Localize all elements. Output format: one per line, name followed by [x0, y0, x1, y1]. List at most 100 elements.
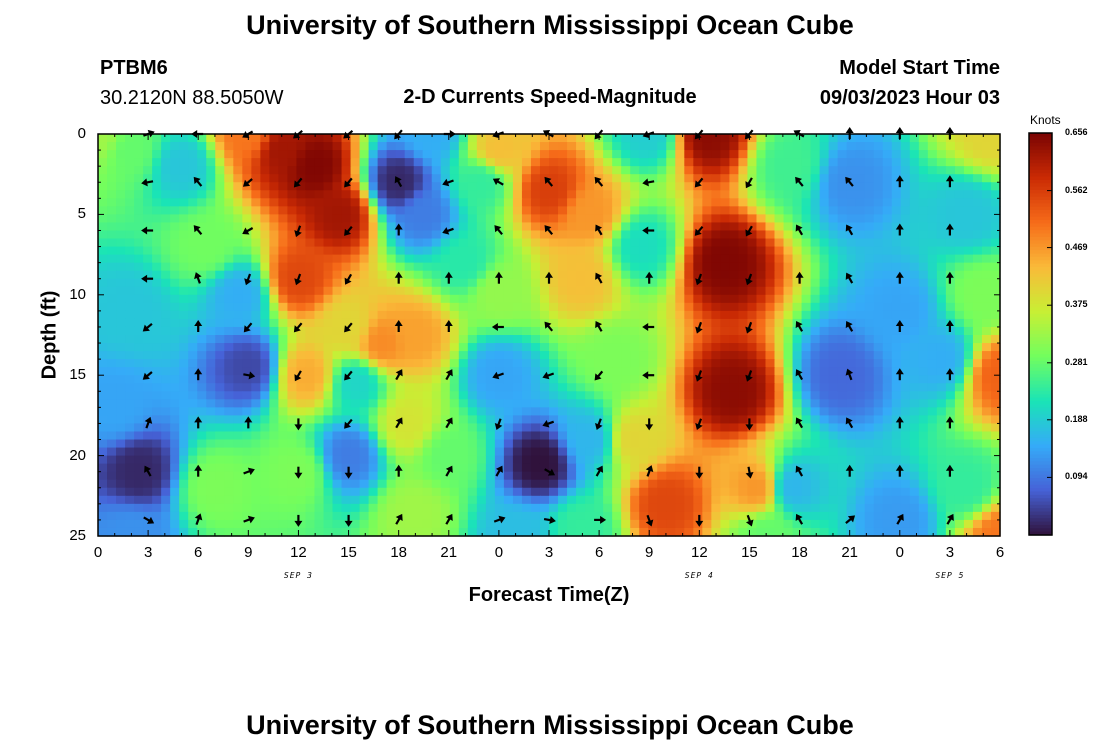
heatmap-cell: [395, 359, 406, 368]
heatmap-cell: [657, 294, 667, 304]
heatmap-cell: [251, 471, 261, 481]
heatmap-cell: [206, 270, 216, 280]
heatmap-cell: [512, 174, 523, 183]
heatmap-cell: [233, 246, 243, 256]
heatmap-cell: [188, 230, 198, 240]
heatmap-cell: [386, 415, 397, 425]
heatmap-cell: [152, 471, 162, 481]
heatmap-cell: [134, 383, 144, 392]
heatmap-cell: [395, 455, 406, 465]
heatmap-cell: [549, 270, 559, 280]
heatmap-cell: [521, 407, 532, 416]
heatmap-cell: [792, 431, 803, 441]
heatmap-cell: [963, 278, 974, 288]
heatmap-cell: [404, 391, 415, 400]
heatmap-cell: [792, 190, 803, 199]
heatmap-cell: [810, 238, 821, 248]
heatmap-cell: [188, 318, 198, 328]
heatmap-cell: [963, 286, 974, 296]
heatmap-cell: [386, 407, 397, 416]
heatmap-cell: [693, 343, 703, 352]
heatmap-cell: [855, 383, 866, 392]
heatmap-cell: [639, 222, 649, 232]
heatmap-cell: [594, 158, 604, 167]
heatmap-cell: [693, 214, 703, 224]
heatmap-cell: [521, 391, 532, 400]
heatmap-cell: [774, 391, 785, 400]
heatmap-cell: [314, 391, 325, 400]
heatmap-cell: [900, 439, 911, 449]
heatmap-cell: [467, 134, 478, 143]
heatmap-cell: [819, 463, 830, 473]
heatmap-cell: [314, 278, 325, 288]
heatmap-cell: [161, 335, 171, 344]
heatmap-cell: [927, 326, 938, 336]
heatmap-cell: [521, 487, 532, 497]
heatmap-cell: [512, 391, 523, 400]
heatmap-cell: [855, 335, 866, 344]
page-title-top: University of Southern Mississippi Ocean…: [246, 10, 854, 40]
heatmap-cell: [810, 383, 821, 392]
heatmap-cell: [747, 134, 758, 143]
heatmap-cell: [684, 190, 694, 199]
heatmap-cell: [125, 447, 135, 457]
heatmap-cell: [314, 310, 325, 320]
heatmap-cell: [558, 519, 568, 529]
heatmap-cell: [161, 415, 171, 425]
heatmap-cell: [233, 198, 243, 207]
heatmap-cell: [747, 206, 758, 215]
heatmap-cell: [377, 455, 388, 465]
heatmap-cell: [188, 407, 198, 416]
heatmap-cell: [837, 415, 848, 425]
heatmap-cell: [494, 318, 505, 328]
heatmap-cell: [377, 198, 388, 207]
heatmap-cell: [152, 527, 162, 537]
heatmap-cell: [476, 359, 487, 368]
heatmap-cell: [738, 302, 749, 312]
heatmap-cell: [621, 326, 631, 336]
heatmap-cell: [521, 134, 532, 143]
heatmap-cell: [440, 286, 451, 296]
heatmap-cell: [666, 471, 676, 481]
heatmap-cell: [729, 246, 740, 256]
heatmap-cell: [828, 270, 839, 280]
heatmap-cell: [954, 511, 965, 521]
heatmap-cell: [576, 150, 586, 159]
heatmap-cell: [819, 447, 830, 457]
heatmap-cell: [287, 238, 298, 248]
heatmap-cell: [377, 294, 388, 304]
heatmap-cell: [819, 431, 830, 441]
heatmap-cell: [963, 214, 974, 224]
heatmap-cell: [810, 294, 821, 304]
heatmap-cell: [449, 399, 460, 408]
heatmap-cell: [197, 439, 207, 449]
heatmap-cell: [458, 391, 469, 400]
heatmap-cell: [305, 359, 316, 368]
heatmap-cell: [539, 182, 550, 191]
heatmap-cell: [359, 206, 370, 215]
heatmap-cell: [567, 463, 577, 473]
heatmap-cell: [612, 439, 622, 449]
heatmap-cell: [233, 423, 243, 433]
heatmap-cell: [188, 254, 198, 264]
heatmap-cell: [801, 431, 812, 441]
heatmap-cell: [431, 142, 442, 151]
heatmap-cell: [909, 407, 920, 416]
heatmap-cell: [215, 343, 225, 352]
heatmap-cell: [729, 343, 740, 352]
heatmap-cell: [350, 230, 361, 240]
heatmap-cell: [648, 174, 658, 183]
heatmap-cell: [774, 150, 785, 159]
heatmap-cell: [134, 182, 144, 191]
heatmap-cell: [323, 166, 334, 175]
heatmap-cell: [260, 302, 270, 312]
heatmap-cell: [765, 230, 776, 240]
heatmap-cell: [846, 158, 857, 167]
heatmap-cell: [576, 190, 586, 199]
heatmap-cell: [549, 310, 559, 320]
heatmap-cell: [936, 134, 947, 143]
heatmap-cell: [666, 351, 676, 360]
heatmap-cell: [819, 246, 830, 256]
heatmap-cell: [603, 439, 613, 449]
heatmap-cell: [855, 238, 866, 248]
